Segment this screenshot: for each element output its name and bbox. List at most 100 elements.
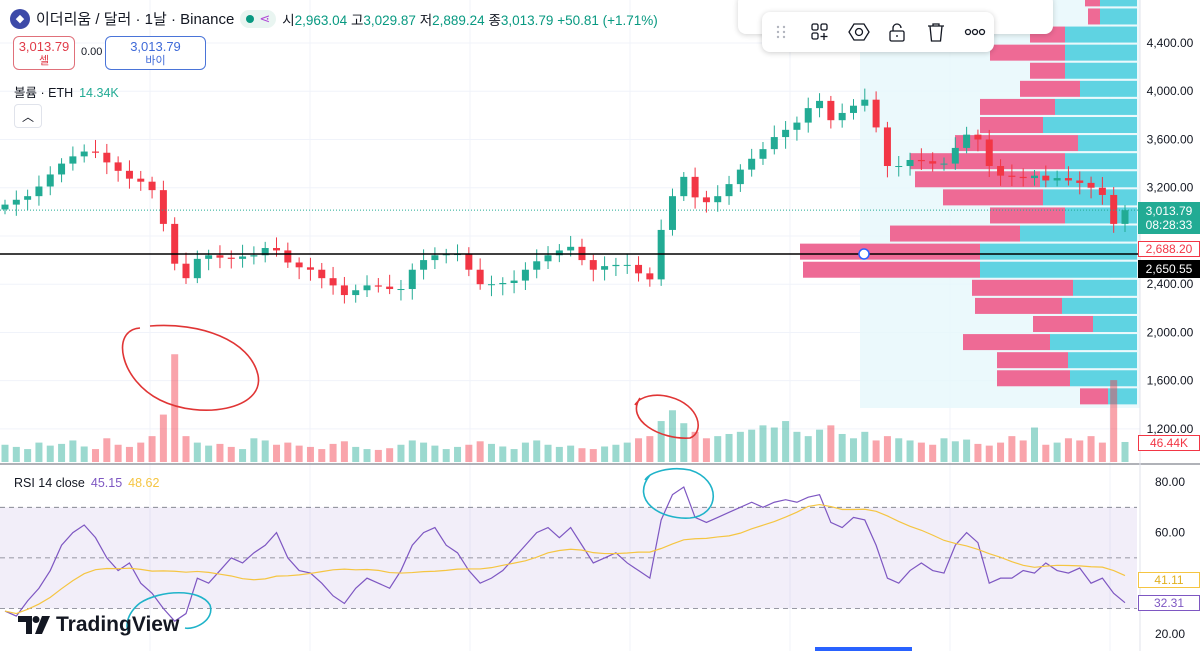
volume-bar	[397, 444, 405, 462]
volume-profile-sell-bar	[915, 171, 1040, 188]
market-status-pill[interactable]: ⋖	[240, 9, 277, 28]
volume-profile-buy-bar	[1080, 80, 1137, 97]
volume-profile-buy-bar	[1065, 62, 1137, 79]
volume-bar	[476, 441, 484, 462]
candle-body	[748, 158, 756, 170]
candle-body	[725, 184, 733, 197]
volume-bar	[838, 433, 846, 462]
volume-profile-buy-bar	[980, 243, 1137, 260]
volume-profile-buy-bar	[1065, 207, 1137, 224]
volume-bar	[363, 449, 371, 462]
candle-body	[883, 127, 891, 167]
volume-bar	[103, 438, 111, 462]
volume-profile-sell-bar	[990, 44, 1065, 61]
volume-bar	[295, 445, 303, 462]
candle-body	[770, 137, 778, 150]
volume-bar	[374, 449, 382, 462]
volume-profile-buy-bar	[1040, 171, 1137, 188]
volume-bar	[895, 438, 903, 462]
price-tick-label: 2,400.00	[1147, 277, 1194, 291]
drag-handle-icon[interactable]	[762, 12, 801, 52]
volume-profile-sell-bar	[1080, 388, 1108, 405]
volume-bar	[205, 445, 213, 462]
candle-body	[205, 255, 213, 259]
volume-bar	[125, 446, 133, 462]
candle-body	[92, 151, 100, 153]
unlock-icon[interactable]	[878, 12, 917, 52]
volume-profile-buy-bar	[1020, 225, 1137, 242]
candle-body	[159, 190, 167, 224]
candle-body	[420, 260, 428, 270]
annotation-circle-cyan	[642, 467, 715, 519]
candle-body	[963, 134, 971, 148]
candle-body	[193, 258, 201, 279]
volume-profile-sell-bar	[890, 225, 1020, 242]
settings-hexagon-icon[interactable]	[839, 12, 878, 52]
trash-icon[interactable]	[917, 12, 956, 52]
volume-bar	[69, 440, 77, 462]
volume-value: 14.34K	[79, 86, 119, 100]
more-icon[interactable]	[955, 12, 994, 52]
volume-bar	[159, 414, 167, 462]
volume-bar	[827, 425, 835, 462]
line-anchor-handle[interactable]	[858, 248, 870, 260]
volume-profile-sell-bar	[997, 370, 1070, 387]
black-line-price-label: 2,650.55	[1138, 260, 1200, 278]
volume-profile-buy-bar	[1100, 0, 1137, 7]
sell-price: 3,013.79	[18, 39, 70, 54]
tradingview-logo[interactable]: TradingView	[18, 613, 179, 637]
volume-bar	[985, 445, 993, 462]
volume-profile-sell-bar	[943, 189, 1043, 206]
add-to-group-icon[interactable]	[801, 12, 840, 52]
candle-body	[838, 112, 846, 121]
volume-profile-buy-bar	[1065, 44, 1137, 61]
volume-bar	[906, 440, 914, 462]
volume-profile-sell-bar	[975, 297, 1062, 314]
volume-bar	[1087, 436, 1095, 462]
volume-bar	[137, 442, 145, 462]
candle-body	[227, 257, 235, 259]
buy-button[interactable]: 3,013.79 바이	[105, 36, 206, 70]
volume-bar	[804, 436, 812, 462]
candle-body	[499, 282, 507, 285]
volume-bar	[917, 442, 925, 462]
volume-bar	[555, 446, 563, 462]
sell-button[interactable]: 3,013.79 셀	[13, 36, 75, 70]
open-value: 2,963.04	[294, 12, 348, 28]
volume-bar	[759, 425, 767, 462]
volume-bar	[623, 442, 631, 462]
volume-bar	[250, 438, 258, 462]
ohlc-values: 시2,963.04 고3,029.87 저2,889.24 종3,013.79 …	[282, 9, 658, 29]
candle-body	[239, 256, 247, 259]
current-price-label: 3,013.79 08:28:33	[1138, 202, 1200, 234]
volume-bar	[273, 444, 281, 462]
candle-body	[69, 156, 77, 164]
volume-bar	[1030, 427, 1038, 462]
volume-profile-buy-bar	[1062, 297, 1137, 314]
volume-profile-sell-bar	[990, 207, 1065, 224]
volume-bar	[567, 445, 575, 462]
volume-bar	[872, 440, 880, 462]
close-label: 종	[488, 12, 501, 28]
share-icon: ⋖	[259, 10, 271, 26]
candle-body	[374, 285, 382, 287]
collapse-legend-button[interactable]: ︿	[14, 104, 42, 128]
symbol-header: ◆ 이더리움 / 달러 · 1날 · Binance ⋖ 시2,963.04 고…	[10, 8, 658, 29]
volume-bar	[352, 446, 360, 462]
candle-body	[1, 204, 9, 210]
candle-body	[849, 105, 857, 113]
symbol-title[interactable]: 이더리움 / 달러 · 1날 · Binance	[36, 11, 235, 28]
volume-bar	[58, 443, 66, 462]
candle-body	[929, 161, 937, 164]
volume-bar	[1098, 442, 1106, 462]
volume-bar	[1110, 380, 1118, 462]
rsi-value: 45.15	[90, 476, 123, 490]
annotation-circle-red	[634, 394, 699, 439]
volume-bar	[239, 449, 247, 462]
rsi-axis-label: 32.31	[1138, 595, 1200, 611]
time-scale-highlight[interactable]	[815, 647, 912, 651]
volume-bar	[1, 444, 9, 462]
candle-body	[103, 152, 111, 163]
volume-bar	[963, 439, 971, 462]
